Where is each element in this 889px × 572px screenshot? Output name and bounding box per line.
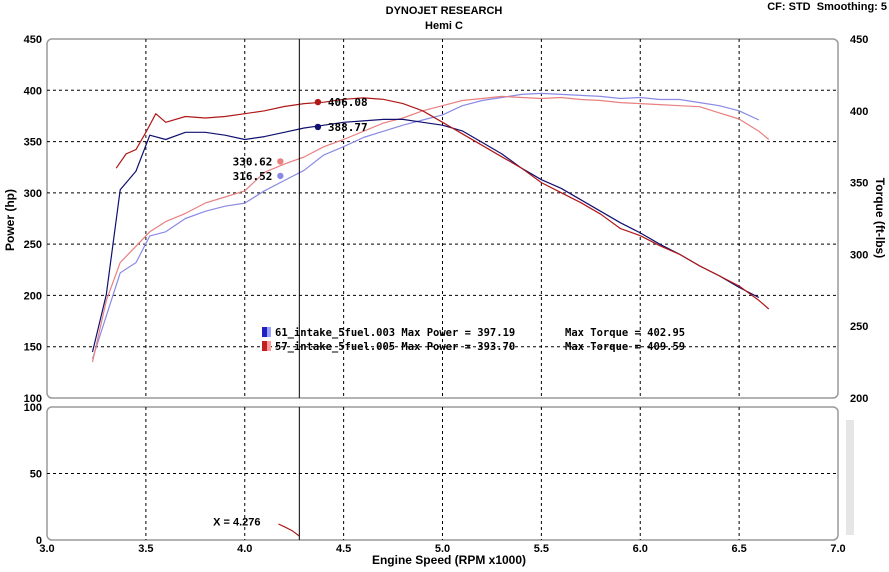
chart-subtitle: Hemi C	[425, 20, 463, 32]
x-tick-label: 6.0	[633, 543, 648, 555]
series-run1_torque	[91, 118, 760, 353]
readout-value: 330.62	[233, 155, 273, 168]
legend-swatch	[267, 327, 271, 337]
legend: 61_intake_5fuel.003 Max Power = 397.19 Ma…	[262, 327, 685, 353]
chart-title: DYNOJET RESEARCH	[386, 5, 503, 17]
series-run2_torque	[115, 97, 770, 310]
y-tick-label-lower: 50	[30, 469, 42, 481]
tick-labels: 3.0 3.5 4.0 4.5 5.0 5.5 6.0 6.5 7.0 100 150 200 250 3…	[24, 34, 869, 555]
y-axis-label-left: Power (hp)	[3, 189, 17, 251]
y-tick-label-left: 400	[24, 85, 42, 97]
legend-torque-label: Max Torque = 402.95	[565, 327, 685, 339]
y-tick-label-right: 400	[850, 106, 868, 118]
legend-swatch	[262, 327, 267, 337]
y-tick-label-left: 300	[24, 188, 42, 200]
legend-run-label: 57_intake_5fuel.005 Max Power = 393.70	[275, 341, 515, 353]
x-tick-label: 4.5	[336, 543, 351, 555]
x-tick-label: 5.0	[435, 543, 450, 555]
grid-lines	[47, 39, 838, 540]
legend-run-label: 61_intake_5fuel.003 Max Power = 397.19	[275, 327, 515, 339]
y-tick-label-left: 250	[24, 239, 42, 251]
y-tick-label-left: 450	[24, 34, 42, 46]
y-axis-label-right: Torque (ft-lbs)	[873, 178, 887, 258]
y-tick-label-left: 100	[24, 393, 42, 405]
lower-panel-tab	[846, 420, 854, 535]
y-tick-label-right: 350	[850, 178, 868, 190]
y-tick-label-right: 250	[850, 321, 868, 333]
x-tick-label: 5.5	[534, 543, 549, 555]
rpm-cursor: X = 4.276 406.08 388.77 330.62 316.52	[213, 39, 368, 540]
series-lower_trace	[278, 523, 300, 537]
x-tick-label: 7.0	[830, 543, 845, 555]
series-run1_power	[91, 92, 760, 360]
readout-marker	[277, 172, 284, 180]
readout-marker	[314, 98, 322, 106]
readout-marker	[314, 123, 322, 131]
y-tick-label-lower: 100	[24, 402, 42, 414]
readout-value: 406.08	[328, 96, 368, 109]
series-lines	[91, 92, 770, 537]
x-axis-label: Engine Speed (RPM x1000)	[372, 553, 526, 567]
y-tick-label-left: 150	[24, 342, 42, 354]
legend-swatch	[267, 341, 271, 351]
y-tick-label-lower: 0	[36, 535, 42, 547]
legend-swatch	[262, 341, 267, 351]
x-tick-label: 6.5	[731, 543, 746, 555]
x-tick-label: 4.0	[237, 543, 252, 555]
y-tick-label-right: 450	[850, 34, 868, 46]
readout-value: 388.77	[328, 121, 368, 134]
readout-value: 316.52	[233, 170, 273, 183]
x-tick-label: 3.0	[39, 543, 54, 555]
cursor-x-readout: X = 4.276	[213, 516, 260, 528]
y-tick-label-left: 350	[24, 137, 42, 149]
readout-marker	[277, 158, 284, 165]
settings-readout: CF: STD Smoothing: 5	[767, 1, 887, 13]
y-tick-label-right: 300	[850, 249, 868, 261]
legend-torque-label: Max Torque = 409.59	[565, 341, 685, 353]
y-tick-label-right: 200	[850, 393, 868, 405]
x-tick-label: 3.5	[138, 543, 153, 555]
y-tick-label-left: 200	[24, 290, 42, 302]
